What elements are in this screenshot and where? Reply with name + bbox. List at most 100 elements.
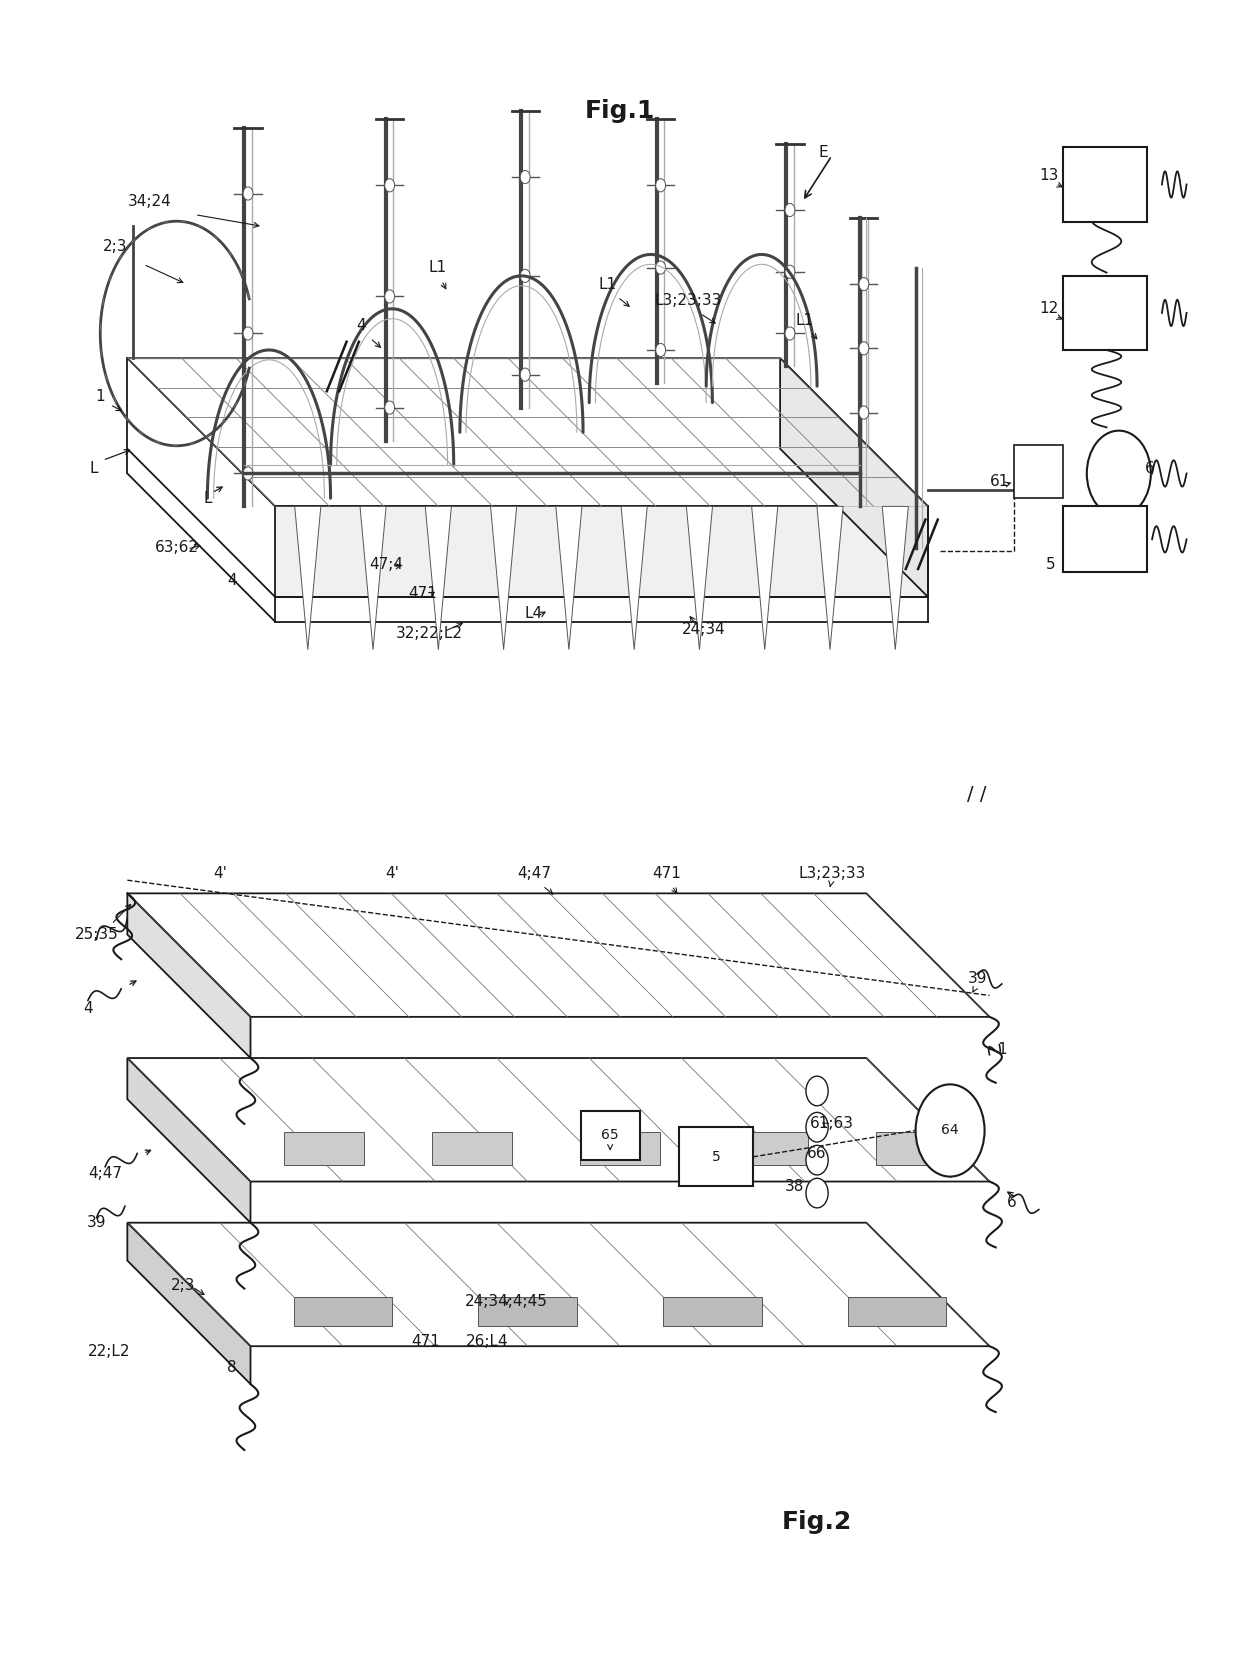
Text: 66: 66	[807, 1145, 827, 1162]
Text: 2;3: 2;3	[103, 238, 128, 253]
Text: L4: L4	[525, 606, 543, 621]
Text: 63;62: 63;62	[155, 540, 198, 554]
Text: 8: 8	[227, 1360, 237, 1375]
Text: 4: 4	[83, 1001, 93, 1016]
Text: 6: 6	[1007, 1195, 1017, 1210]
Circle shape	[806, 1112, 828, 1142]
Circle shape	[859, 341, 869, 354]
Polygon shape	[491, 506, 517, 650]
Text: 24;34: 24;34	[682, 622, 725, 637]
Text: L1: L1	[796, 313, 813, 328]
Polygon shape	[817, 506, 843, 650]
Polygon shape	[663, 1298, 761, 1326]
Circle shape	[806, 1076, 828, 1106]
Text: 13: 13	[1039, 167, 1058, 184]
Circle shape	[1086, 430, 1151, 516]
Bar	[1014, 445, 1064, 498]
Circle shape	[785, 328, 795, 339]
Text: 32;22;L2: 32;22;L2	[396, 626, 463, 640]
Text: 61: 61	[990, 475, 1009, 490]
Text: 38: 38	[785, 1178, 805, 1193]
Polygon shape	[128, 894, 250, 1058]
Polygon shape	[687, 506, 713, 650]
Polygon shape	[425, 506, 451, 650]
Circle shape	[859, 405, 869, 419]
Text: L1: L1	[599, 276, 616, 291]
Bar	[1064, 147, 1147, 222]
Text: 471: 471	[410, 1334, 440, 1349]
Text: 4': 4'	[386, 866, 399, 880]
Text: 12: 12	[1039, 301, 1058, 316]
Circle shape	[859, 278, 869, 291]
Bar	[1064, 506, 1147, 573]
Text: 1: 1	[997, 1043, 1007, 1058]
Circle shape	[806, 1145, 828, 1175]
Polygon shape	[128, 1223, 990, 1346]
Polygon shape	[848, 1298, 946, 1326]
Text: 61;63: 61;63	[810, 1117, 854, 1132]
Text: L3;23;33: L3;23;33	[653, 293, 722, 308]
Text: 4: 4	[227, 573, 237, 588]
Text: 25;35: 25;35	[74, 927, 118, 942]
Polygon shape	[580, 1132, 660, 1165]
Text: 39: 39	[87, 1215, 107, 1230]
Polygon shape	[128, 1058, 250, 1223]
Text: 4;47: 4;47	[88, 1165, 123, 1180]
Text: 26;L4: 26;L4	[466, 1334, 508, 1349]
Text: 471: 471	[652, 866, 681, 880]
Text: 4: 4	[357, 318, 366, 333]
Bar	[580, 1111, 640, 1160]
Polygon shape	[294, 1298, 392, 1326]
Text: 4': 4'	[213, 866, 227, 880]
Polygon shape	[128, 1058, 990, 1182]
Polygon shape	[433, 1132, 512, 1165]
Circle shape	[521, 270, 529, 283]
Circle shape	[243, 467, 253, 480]
Bar	[680, 1127, 753, 1187]
Polygon shape	[128, 894, 990, 1016]
Polygon shape	[728, 1132, 807, 1165]
Polygon shape	[556, 506, 582, 650]
Text: 39: 39	[967, 971, 987, 986]
Polygon shape	[479, 1298, 577, 1326]
Text: 47;4: 47;4	[370, 556, 403, 571]
Circle shape	[243, 187, 253, 200]
Polygon shape	[284, 1132, 365, 1165]
Circle shape	[384, 179, 394, 192]
Polygon shape	[751, 506, 777, 650]
Text: 22;L2: 22;L2	[88, 1344, 130, 1359]
Circle shape	[915, 1084, 985, 1177]
Circle shape	[243, 328, 253, 339]
Text: E: E	[818, 146, 828, 161]
Text: 24;34;4;45: 24;34;4;45	[465, 1294, 548, 1309]
Text: 2;3: 2;3	[171, 1278, 195, 1293]
Text: L: L	[203, 490, 212, 506]
Text: 65: 65	[601, 1129, 619, 1142]
Circle shape	[785, 265, 795, 278]
Text: L: L	[89, 462, 98, 477]
Polygon shape	[875, 1132, 956, 1165]
Polygon shape	[621, 506, 647, 650]
Text: 34;24: 34;24	[128, 194, 171, 209]
Text: 471: 471	[408, 586, 438, 601]
Text: 5: 5	[1047, 556, 1056, 571]
Circle shape	[656, 261, 666, 275]
Polygon shape	[882, 506, 909, 650]
Text: L1: L1	[429, 260, 446, 275]
Circle shape	[785, 204, 795, 217]
Text: L3;23;33: L3;23;33	[799, 866, 866, 880]
Circle shape	[521, 367, 529, 381]
Text: Fig.2: Fig.2	[782, 1511, 852, 1534]
Circle shape	[656, 179, 666, 192]
Polygon shape	[128, 357, 928, 506]
Circle shape	[656, 343, 666, 356]
Polygon shape	[295, 506, 321, 650]
Text: 6: 6	[1145, 462, 1154, 477]
Circle shape	[384, 290, 394, 303]
Circle shape	[806, 1178, 828, 1208]
Circle shape	[384, 401, 394, 414]
Text: Fig.1: Fig.1	[585, 99, 655, 122]
Polygon shape	[780, 357, 928, 597]
Text: / /: / /	[967, 784, 987, 804]
Text: 4;47: 4;47	[517, 866, 551, 880]
